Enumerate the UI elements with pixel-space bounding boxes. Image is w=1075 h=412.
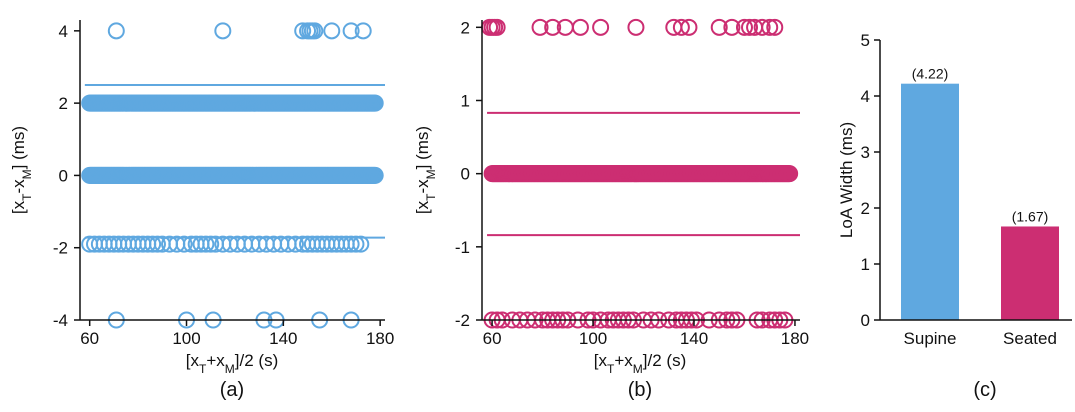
panel-a-x-tick-label: 180 (366, 329, 394, 348)
panel-b-x-tick-label: 140 (680, 329, 708, 348)
panel-a-x-tick-label: 100 (172, 329, 200, 348)
panel-a-point (107, 22, 125, 40)
panel-b-point (781, 165, 799, 183)
panel-c-ticks: Supine Seated 0 1 2 3 4 5 (861, 31, 1057, 348)
panel-c-y-axis-label: LoA Width (ms) (837, 122, 856, 238)
panel-c-y-tick-label: 4 (861, 87, 870, 106)
panel-a-x-tick-label: 140 (269, 329, 297, 348)
panel-c-bar: (4.22) (1.67) Supine Seated 0 1 2 3 4 5 LoA Widt… (837, 31, 1072, 401)
panel-b-point (488, 18, 506, 36)
panel-a-y-tick-label: 0 (59, 166, 68, 185)
panel-c-bar-supine (901, 83, 959, 321)
panel-b-x-tick-label: 100 (579, 329, 607, 348)
panel-c-y-tick-label: 2 (861, 199, 870, 218)
panel-c-y-tick-label: 0 (861, 311, 870, 330)
panel-b-point (723, 18, 741, 36)
panel-a-y-tick-label: 2 (59, 94, 68, 113)
panel-b-x-axis-label: [xT+xM]/2 (s) (594, 351, 686, 376)
panel-b-point (741, 18, 759, 36)
panel-c-category-label: Supine (904, 329, 957, 348)
panel-a-ticks: 60 100 140 180 -4 -2 0 2 4 (53, 22, 394, 348)
panel-c-y-tick-label: 5 (861, 31, 870, 50)
panel-b-point (592, 18, 610, 36)
panel-a-marks (81, 22, 385, 329)
panel-b-x-tick-label: 60 (483, 329, 502, 348)
panel-a-point (294, 22, 312, 40)
panel-b-point (531, 18, 549, 36)
panel-a-point (366, 94, 384, 112)
panel-a-point (342, 22, 360, 40)
panel-b-point (571, 18, 589, 36)
panel-a-y-tick-label: -4 (53, 311, 68, 330)
panel-c-y-tick-label: 3 (861, 143, 870, 162)
panel-c-marks: (4.22) (1.67) (901, 66, 1059, 321)
panel-a-x-tick-label: 60 (80, 329, 99, 348)
panel-b-y-tick-label: 0 (461, 165, 470, 184)
panel-b-point (627, 18, 645, 36)
panel-a-y-tick-label: 4 (59, 22, 68, 41)
panel-a-caption: (a) (220, 379, 244, 401)
panel-a-point (323, 22, 341, 40)
panel-b-y-axis-label: [xT-xM] (ms) (413, 126, 438, 214)
panel-b-ticks: 60 100 140 180 -2 -1 0 1 2 (455, 18, 809, 348)
panel-b-y-tick-label: -2 (455, 311, 470, 330)
panel-b-y-tick-label: 1 (461, 91, 470, 110)
panel-b-marks (481, 18, 800, 329)
panel-b-point (761, 18, 779, 36)
panel-b-point (680, 18, 698, 36)
panel-a-point (354, 22, 372, 40)
panel-c-value-label: (4.22) (912, 66, 949, 82)
panel-c-caption: (c) (973, 379, 996, 401)
panel-c-bar-seated (1001, 226, 1059, 320)
panel-a-y-axis-label: [xT-xM] (ms) (9, 126, 34, 214)
panel-b-point (710, 18, 728, 36)
panel-b-point (544, 18, 562, 36)
panel-b-x-tick-label: 180 (781, 329, 809, 348)
panel-a-point (306, 22, 324, 40)
panel-b-y-tick-label: 2 (461, 18, 470, 37)
panel-a-y-tick-label: -2 (53, 239, 68, 258)
panel-b-point (735, 18, 753, 36)
panel-c-category-label: Seated (1003, 329, 1057, 348)
panel-b-point (672, 18, 690, 36)
panel-b-point (766, 18, 784, 36)
panel-b-y-tick-label: -1 (455, 238, 470, 257)
panel-a-x-axis-label: [xT+xM]/2 (s) (186, 351, 278, 376)
panel-b-point (753, 18, 771, 36)
panel-a-point (366, 166, 384, 184)
panel-c-y-tick-label: 1 (861, 255, 870, 274)
panel-a-point (214, 22, 232, 40)
panel-c-value-label: (1.67) (1012, 208, 1049, 224)
panel-a-scatter: 60 100 140 180 -4 -2 0 2 4 [xT-xM] (ms) [xT+xM]/… (9, 20, 394, 401)
panel-b-caption: (b) (628, 379, 652, 401)
panel-b-scatter: 60 100 140 180 -2 -1 0 1 2 [xT-xM] (ms) [xT+xM]/… (413, 18, 809, 401)
